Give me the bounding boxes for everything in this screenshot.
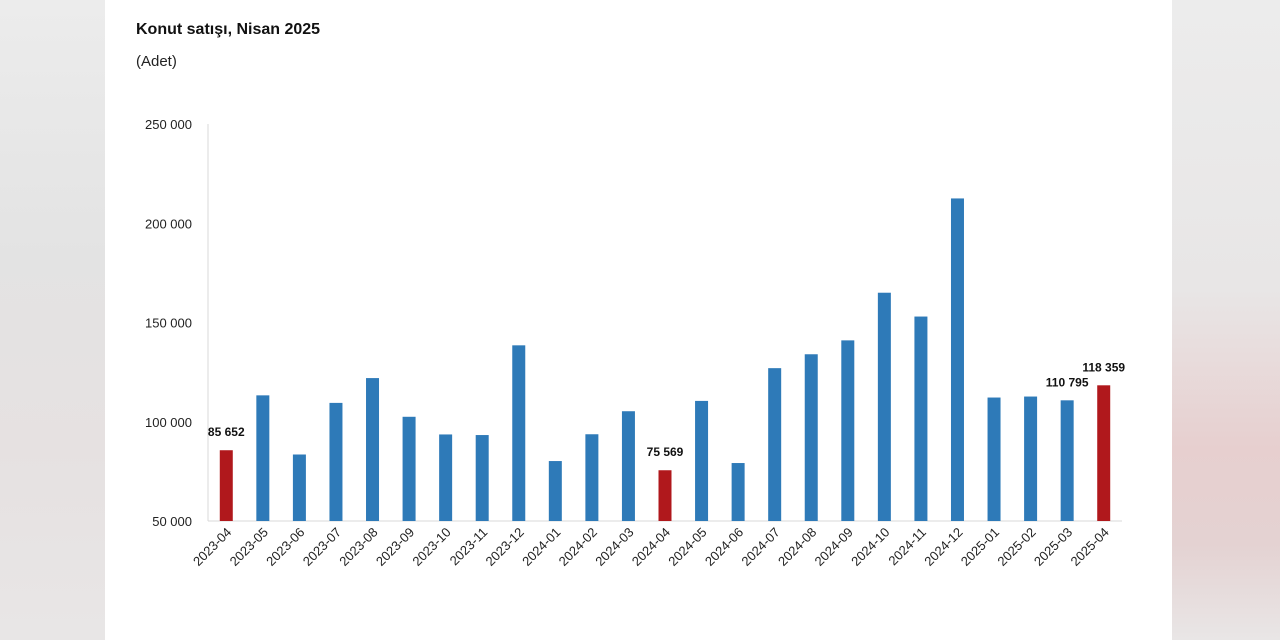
bar xyxy=(804,354,818,521)
chart-subtitle: (Adet) xyxy=(136,53,177,70)
x-tick-label: 2023-11 xyxy=(447,525,491,569)
x-tick-label: 2023-09 xyxy=(373,525,417,569)
bar xyxy=(877,292,891,521)
x-tick-label: 2024-08 xyxy=(775,525,819,569)
bar xyxy=(329,402,343,521)
x-tick-label: 2023-04 xyxy=(190,525,234,569)
y-tick-label: 50 000 xyxy=(152,514,192,529)
bar xyxy=(841,340,855,521)
bar xyxy=(1097,385,1111,521)
bar xyxy=(366,378,380,521)
x-tick-label: 2023-07 xyxy=(300,525,344,569)
bar xyxy=(475,435,489,521)
bar xyxy=(585,434,599,521)
bar xyxy=(548,461,562,521)
x-tick-label: 2024-07 xyxy=(738,525,782,569)
data-label: 110 795 xyxy=(1046,375,1089,389)
x-tick-label: 2024-11 xyxy=(885,525,929,569)
bar xyxy=(256,395,270,521)
x-tick-label: 2023-06 xyxy=(263,525,307,569)
x-tick-label: 2024-05 xyxy=(665,525,709,569)
bar xyxy=(292,454,306,521)
background-right xyxy=(1172,0,1280,640)
y-tick-label: 250 000 xyxy=(145,117,192,132)
x-tick-label: 2025-01 xyxy=(958,525,1002,569)
bar xyxy=(402,416,416,521)
bar xyxy=(1060,400,1074,521)
x-tick-label: 2024-01 xyxy=(519,525,563,569)
bar xyxy=(695,400,709,521)
x-tick-label: 2023-08 xyxy=(336,525,380,569)
x-tick-label: 2025-02 xyxy=(994,525,1038,569)
x-tick-label: 2024-02 xyxy=(556,525,600,569)
x-tick-label: 2023-12 xyxy=(483,525,527,569)
bar xyxy=(512,345,526,521)
bar xyxy=(621,411,635,521)
y-tick-label: 150 000 xyxy=(145,316,192,331)
x-tick-label: 2024-10 xyxy=(848,525,892,569)
x-tick-label: 2024-06 xyxy=(702,525,746,569)
bar xyxy=(731,463,745,521)
bar xyxy=(658,470,672,521)
x-tick-label: 2023-10 xyxy=(409,525,453,569)
x-tick-label: 2024-03 xyxy=(592,525,636,569)
data-label: 118 359 xyxy=(1082,360,1125,374)
bar xyxy=(950,198,964,521)
background-left xyxy=(0,0,105,640)
x-tick-label: 2024-09 xyxy=(812,525,856,569)
bar xyxy=(914,316,928,521)
bar-chart: 50 000 100 000 150 000 200 000 250 000 2023-0… xyxy=(145,117,1125,569)
x-tick-label: 2025-03 xyxy=(1031,525,1075,569)
y-tick-label: 100 000 xyxy=(145,415,192,430)
x-tick-label: 2025-04 xyxy=(1067,525,1111,569)
data-label: 75 569 xyxy=(647,445,684,459)
data-label: 85 652 xyxy=(208,425,245,439)
x-tick-label: 2023-05 xyxy=(227,525,271,569)
bar xyxy=(768,368,782,521)
bar xyxy=(219,450,233,521)
bar xyxy=(439,434,453,521)
chart-title: Konut satışı, Nisan 2025 xyxy=(136,21,321,38)
y-tick-label: 200 000 xyxy=(145,216,192,231)
chart-panel: Konut satışı, Nisan 2025 (Adet) 50 000 10… xyxy=(105,0,1172,640)
x-tick-label: 2024-04 xyxy=(629,525,673,569)
bar xyxy=(987,397,1001,521)
bar xyxy=(1024,396,1038,521)
x-tick-label: 2024-12 xyxy=(921,525,965,569)
